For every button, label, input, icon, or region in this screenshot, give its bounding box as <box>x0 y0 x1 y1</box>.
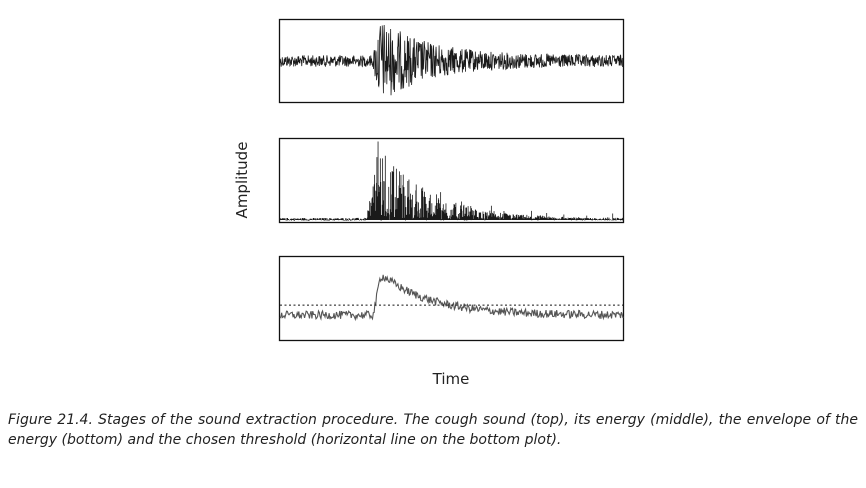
x-axis-label: Time <box>432 370 470 388</box>
top-panel-frame <box>278 18 625 104</box>
bottom-panel-frame <box>278 255 625 342</box>
energy-envelope-trace <box>279 274 624 322</box>
cough-sound-waveform <box>279 25 624 96</box>
figure-caption: Figure 21.4. Stages of the sound extract… <box>8 412 858 448</box>
middle-panel-frame <box>278 137 625 224</box>
energy-trace <box>279 141 624 221</box>
y-axis-label: Amplitude <box>233 142 251 219</box>
cough-extraction-figure: Amplitude Time <box>233 18 625 388</box>
